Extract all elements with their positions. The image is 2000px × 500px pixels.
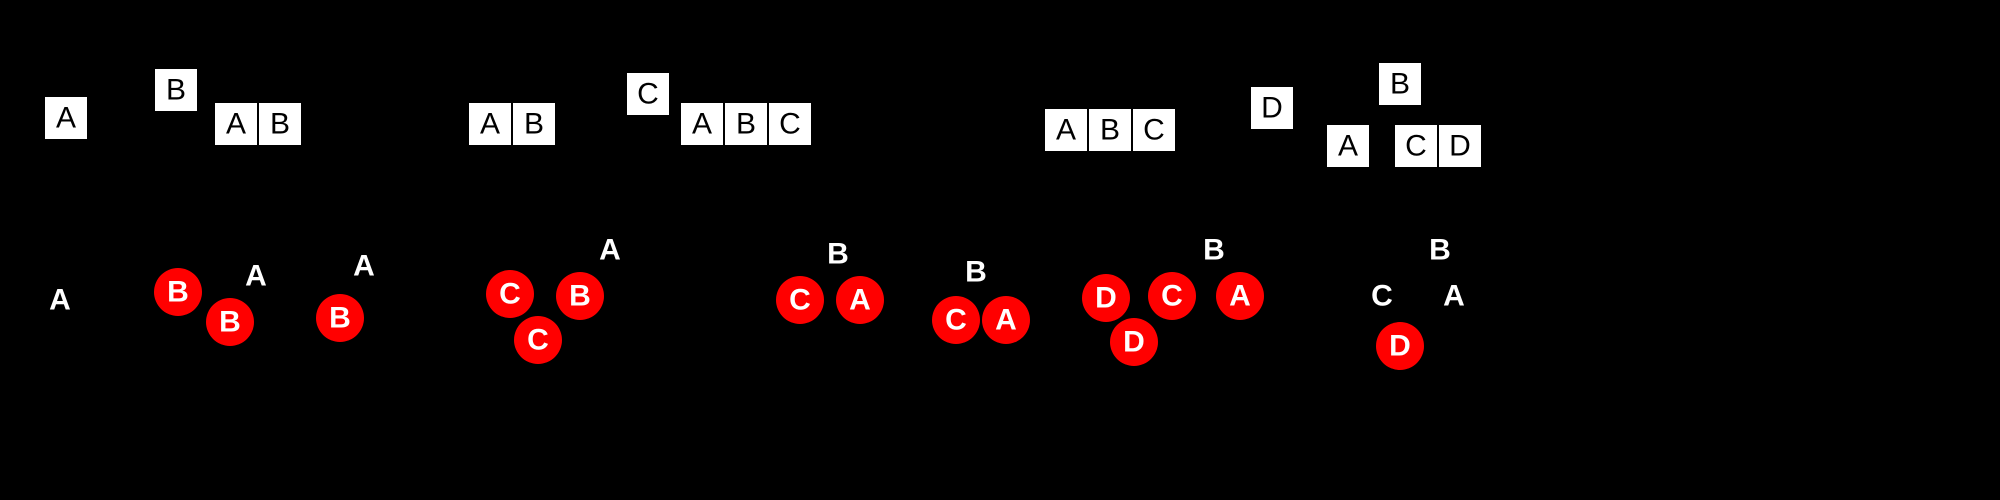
plain-label: A (1443, 280, 1465, 313)
plain-label: B (965, 256, 987, 289)
box-label: A (692, 108, 712, 141)
red-node: B (154, 268, 202, 316)
red-node-label: A (849, 284, 871, 317)
red-node: C (486, 270, 534, 318)
box-label: A (56, 102, 76, 135)
red-node: D (1110, 318, 1158, 366)
box-label: B (270, 108, 290, 141)
box-label: D (1449, 130, 1471, 163)
red-node-label: B (167, 276, 189, 309)
plain-label: A (245, 260, 267, 293)
box: A (1326, 124, 1370, 168)
red-node: C (932, 296, 980, 344)
box: B (724, 102, 768, 146)
plain-label: A (599, 234, 621, 267)
box-label: A (226, 108, 246, 141)
plain-label: A (353, 250, 375, 283)
red-node: A (982, 296, 1030, 344)
red-node-label: C (527, 324, 549, 357)
red-node-label: C (789, 284, 811, 317)
box-label: C (1143, 114, 1165, 147)
box: A (468, 102, 512, 146)
box: C (1394, 124, 1438, 168)
plain-label: C (1371, 280, 1393, 313)
red-node: C (776, 276, 824, 324)
box-label: A (1338, 130, 1358, 163)
red-node-label: B (569, 280, 591, 313)
box-label: C (1405, 130, 1427, 163)
box-label: B (1390, 68, 1410, 101)
box-label: C (637, 78, 659, 111)
box-label: B (736, 108, 756, 141)
box-label: B (166, 74, 186, 107)
box-label: A (1056, 114, 1076, 147)
box: A (44, 96, 88, 140)
canvas-background (0, 0, 2000, 500)
box: A (214, 102, 258, 146)
red-node-label: C (945, 304, 967, 337)
box: B (154, 68, 198, 112)
box: C (1132, 108, 1176, 152)
box-label: D (1261, 92, 1283, 125)
red-node: C (514, 316, 562, 364)
box: D (1250, 86, 1294, 130)
box-label: A (480, 108, 500, 141)
red-node: C (1148, 272, 1196, 320)
box-label: C (779, 108, 801, 141)
red-node: B (316, 294, 364, 342)
box-label: B (524, 108, 544, 141)
box: B (512, 102, 556, 146)
plain-label: B (827, 238, 849, 271)
plain-label: B (1203, 234, 1225, 267)
red-node-label: D (1123, 326, 1145, 359)
box: B (1088, 108, 1132, 152)
box: B (258, 102, 302, 146)
red-node-label: D (1389, 330, 1411, 363)
red-node-label: C (499, 278, 521, 311)
plain-label: A (49, 284, 71, 317)
box: A (680, 102, 724, 146)
red-node: A (836, 276, 884, 324)
plain-label: B (1429, 234, 1451, 267)
box-label: B (1100, 114, 1120, 147)
red-node-label: C (1161, 280, 1183, 313)
red-node-label: D (1095, 282, 1117, 315)
box: C (626, 72, 670, 116)
red-node-label: A (1229, 280, 1251, 313)
box: A (1044, 108, 1088, 152)
red-node-label: A (995, 304, 1017, 337)
red-node-label: B (219, 306, 241, 339)
red-node: B (206, 298, 254, 346)
red-node: B (556, 272, 604, 320)
red-node: D (1376, 322, 1424, 370)
box: D (1438, 124, 1482, 168)
red-node: D (1082, 274, 1130, 322)
red-node: A (1216, 272, 1264, 320)
box: C (768, 102, 812, 146)
red-node-label: B (329, 302, 351, 335)
box: B (1378, 62, 1422, 106)
